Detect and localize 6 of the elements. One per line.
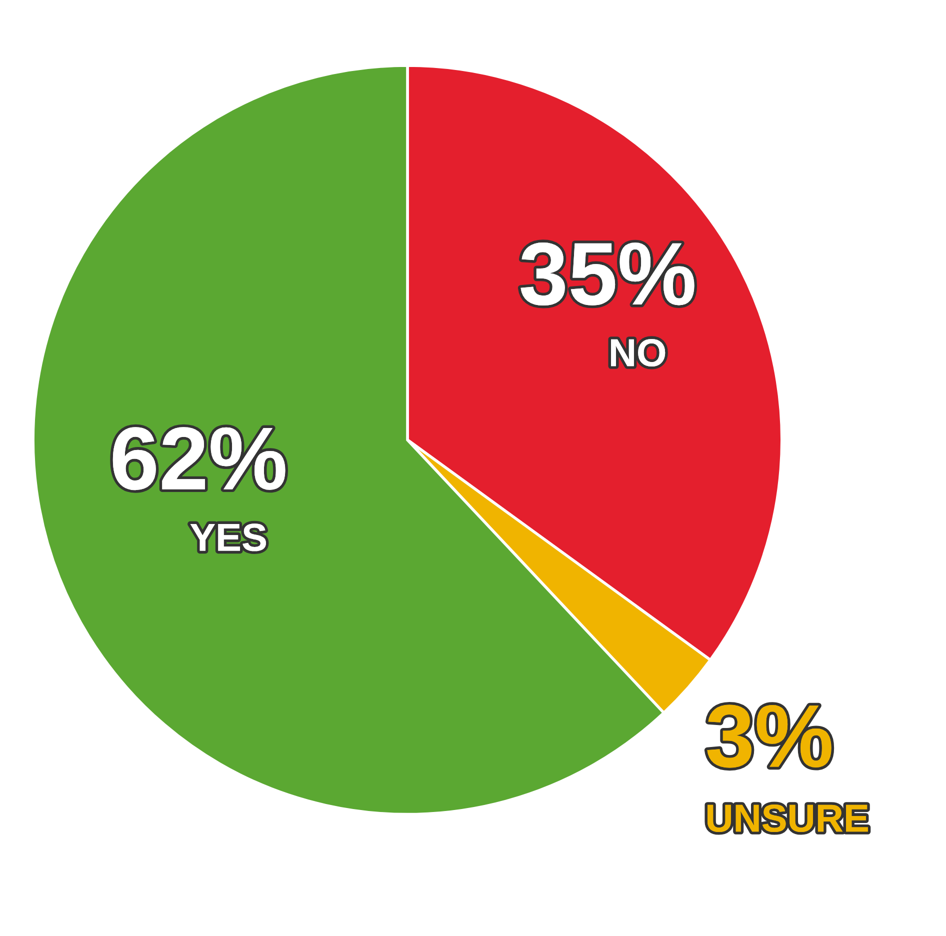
slice-label: NO: [611, 338, 666, 366]
slice-label: YES: [190, 524, 266, 552]
data-label: 62%: [112, 427, 286, 490]
slice-label: UNSURE: [708, 804, 868, 832]
data-label: 3%: [707, 704, 832, 768]
data-label: 35%: [520, 242, 694, 306]
